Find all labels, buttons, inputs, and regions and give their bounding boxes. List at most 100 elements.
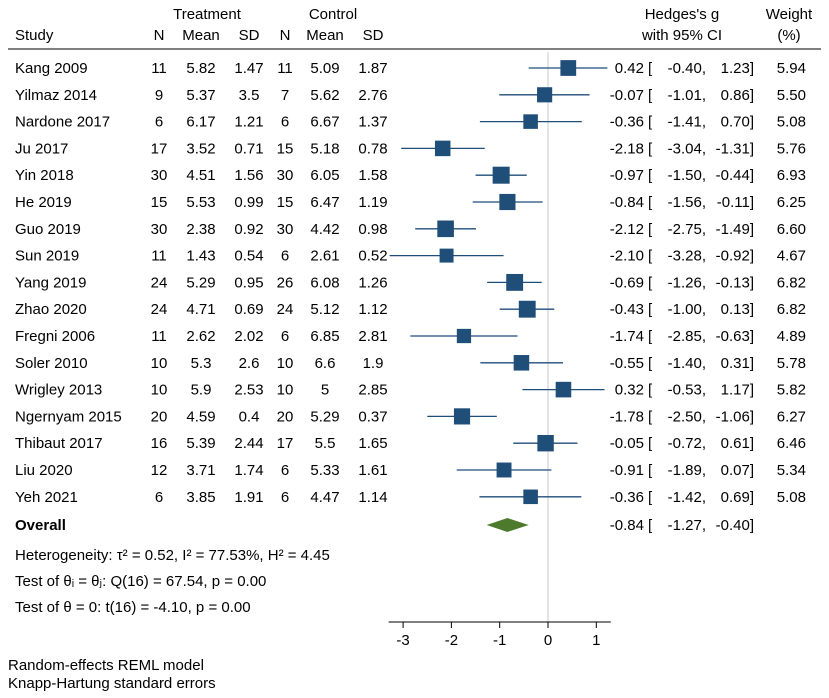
x-tick-label: -2: [445, 632, 458, 649]
effect-estimate: -0.07: [610, 87, 644, 104]
header-effect-line2: with 95% CI: [641, 27, 722, 44]
footnote-model: Random-effects REML model: [8, 657, 204, 674]
control-n: 6: [281, 248, 289, 265]
header-control-mean: Mean: [306, 27, 344, 44]
study-row: Sun 2019 11 1.43 0.54 6 2.61 0.52 -2.10[-3.28, -…: [15, 248, 806, 265]
control-sd: 2.85: [358, 382, 387, 399]
effect-estimate: -0.05: [610, 435, 644, 452]
study-row: Thibaut 2017 16 5.39 2.44 17 5.5 1.65 -0.05[-0.…: [15, 435, 806, 452]
treatment-n: 10: [151, 355, 168, 372]
treatment-mean: 3.85: [186, 489, 215, 506]
effect-estimate: -0.36: [610, 489, 644, 506]
treatment-n: 11: [151, 248, 167, 265]
treatment-mean: 5.53: [186, 194, 215, 211]
treatment-mean: 4.51: [186, 167, 215, 184]
ci-lower: -1.01,: [668, 87, 706, 104]
overall-g: -0.84: [610, 517, 644, 534]
treatment-sd: 0.92: [234, 221, 263, 238]
header-treatment-sd: SD: [239, 27, 260, 44]
effect-box: [499, 194, 515, 210]
control-n: 24: [277, 301, 294, 318]
effect-box: [440, 249, 454, 263]
control-mean: 5.5: [315, 435, 336, 452]
ci-bracket: [: [648, 114, 653, 131]
ci-bracket: [: [648, 462, 653, 479]
control-sd: 1.19: [358, 194, 387, 211]
control-sd: 1.26: [358, 274, 387, 291]
control-sd: 1.58: [358, 167, 387, 184]
control-mean: 6.47: [310, 194, 339, 211]
study-name: Kang 2009: [15, 60, 88, 77]
study-row: Kang 2009 11 5.82 1.47 11 5.09 1.87 0.42[-0.40,…: [15, 60, 806, 77]
treatment-sd: 2.44: [234, 435, 263, 452]
overall-bracket: [: [648, 517, 653, 534]
control-mean: 6.05: [310, 167, 339, 184]
treatment-n: 30: [151, 221, 168, 238]
weight-value: 5.82: [777, 382, 806, 399]
control-n: 6: [281, 462, 289, 479]
ci-upper: 1.17]: [721, 382, 754, 399]
weight-value: 5.34: [777, 462, 806, 479]
weight-value: 5.08: [777, 114, 806, 131]
study-name: Liu 2020: [15, 462, 73, 479]
ci-upper: 0.13]: [721, 301, 754, 318]
x-axis-ticks: -3 -2 -1 0 1: [396, 622, 600, 649]
forest-plot: Treatment Control Study N Mean SD N Mean…: [0, 0, 829, 698]
control-n: 7: [281, 87, 289, 104]
ci-upper: 0.61]: [721, 435, 754, 452]
weight-value: 5.94: [777, 60, 806, 77]
control-mean: 5.33: [310, 462, 339, 479]
study-name: Fregni 2006: [15, 328, 95, 345]
treatment-mean: 5.3: [191, 355, 212, 372]
treatment-mean: 5.39: [186, 435, 215, 452]
control-mean: 5.12: [310, 301, 339, 318]
ci-upper: -0.11]: [717, 194, 754, 211]
header-weight-line2: (%): [777, 27, 800, 44]
effect-estimate: -0.91: [610, 462, 644, 479]
ci-bracket: [: [648, 382, 653, 399]
treatment-mean: 2.62: [186, 328, 215, 345]
effect-box: [506, 274, 523, 291]
effect-box: [519, 301, 536, 318]
control-sd: 0.98: [358, 221, 387, 238]
ci-lower: -1.42,: [668, 489, 706, 506]
effect-box: [435, 141, 450, 156]
control-n: 26: [277, 274, 294, 291]
header-control: Control: [309, 6, 357, 23]
control-sd: 1.61: [358, 462, 387, 479]
control-mean: 4.47: [310, 489, 339, 506]
ci-lower: -3.04,: [668, 140, 706, 157]
study-name: Yilmaz 2014: [15, 87, 97, 104]
control-mean: 5.29: [310, 408, 339, 425]
control-mean: 6.6: [315, 355, 336, 372]
control-mean: 2.61: [310, 248, 339, 265]
study-name: He 2019: [15, 194, 72, 211]
study-row: Zhao 2020 24 4.71 0.69 24 5.12 1.12 -0.43[-1.00…: [15, 301, 806, 318]
ci-bracket: [: [648, 489, 653, 506]
weight-value: 6.93: [777, 167, 806, 184]
header-weight-line1: Weight: [766, 6, 813, 23]
control-sd: 0.78: [358, 140, 387, 157]
control-n: 6: [281, 114, 289, 131]
effect-box: [497, 463, 512, 478]
study-name: Wrigley 2013: [15, 382, 102, 399]
study-name: Yang 2019: [15, 274, 86, 291]
effect-estimate: -2.10: [610, 248, 644, 265]
study-row: Yang 2019 24 5.29 0.95 26 6.08 1.26 -0.69[-1.26…: [15, 274, 806, 291]
study-rows: Kang 2009 11 5.82 1.47 11 5.09 1.87 0.42[-0.40,…: [15, 60, 806, 506]
weight-value: 4.67: [777, 248, 806, 265]
study-name: Thibaut 2017: [15, 435, 103, 452]
ci-lower: -2.50,: [668, 408, 706, 425]
ci-upper: -0.92]: [716, 248, 754, 265]
study-name: Yeh 2021: [15, 489, 78, 506]
effect-estimate: 0.32: [615, 382, 644, 399]
ci-upper: 0.07]: [721, 462, 754, 479]
ci-bracket: [: [648, 87, 653, 104]
treatment-n: 10: [151, 382, 168, 399]
effect-box: [537, 87, 552, 102]
ci-lower: -0.72,: [668, 435, 706, 452]
x-tick-label: -3: [396, 632, 409, 649]
ci-bracket: [: [648, 194, 653, 211]
effect-estimate: -0.36: [610, 114, 644, 131]
ci-lower: -2.85,: [668, 328, 706, 345]
